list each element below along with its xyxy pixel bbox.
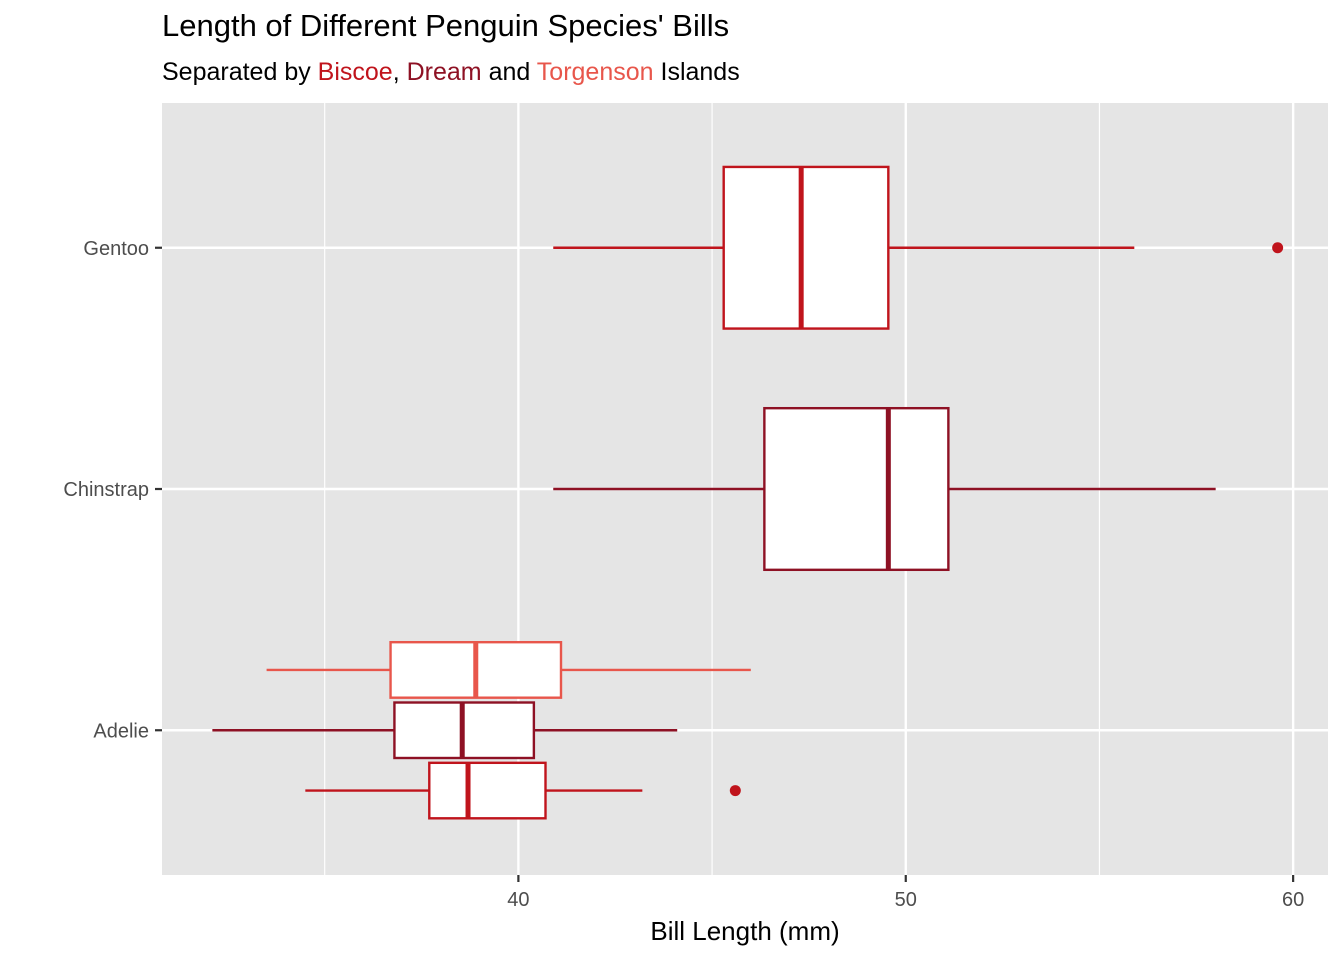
box-chinstrap-dream — [553, 406, 1216, 572]
x-tick-label: 60 — [1282, 889, 1304, 911]
subtitle-separator-1: , — [392, 58, 407, 86]
subtitle-island-biscoe: Biscoe — [317, 58, 393, 86]
iqr-box — [722, 165, 890, 330]
x-axis: 40 50 60 — [507, 875, 1304, 911]
box-gentoo-biscoe — [553, 165, 1284, 330]
y-tick-label: Gentoo — [83, 238, 149, 260]
y-axis: Adelie Chinstrap Gentoo — [63, 238, 162, 742]
subtitle-separator-2: and — [481, 58, 537, 86]
x-tick-label: 50 — [895, 889, 917, 911]
x-axis-label: Bill Length (mm) — [650, 916, 839, 946]
boxes — [212, 165, 1284, 820]
box-adelie-biscoe — [305, 761, 741, 820]
iqr-box — [763, 406, 950, 572]
x-tick-label: 40 — [507, 889, 529, 911]
y-tick-label: Adelie — [93, 720, 149, 742]
subtitle-suffix: Islands — [653, 58, 740, 86]
box-adelie-dream — [212, 701, 678, 760]
outlier-point — [729, 785, 741, 797]
y-tick-label: Chinstrap — [63, 479, 149, 501]
iqr-box — [428, 761, 547, 820]
subtitle-island-dream: Dream — [406, 58, 482, 86]
box-adelie-torgenson — [266, 640, 751, 699]
outlier-point — [1272, 242, 1284, 254]
chart-title: Length of Different Penguin Species' Bil… — [162, 8, 730, 43]
subtitle-island-torgenson: Torgenson — [536, 58, 654, 86]
subtitle-prefix: Separated by — [162, 58, 318, 86]
chart-subtitle: Separated by Biscoe, Dream and Torgenson… — [162, 58, 740, 87]
